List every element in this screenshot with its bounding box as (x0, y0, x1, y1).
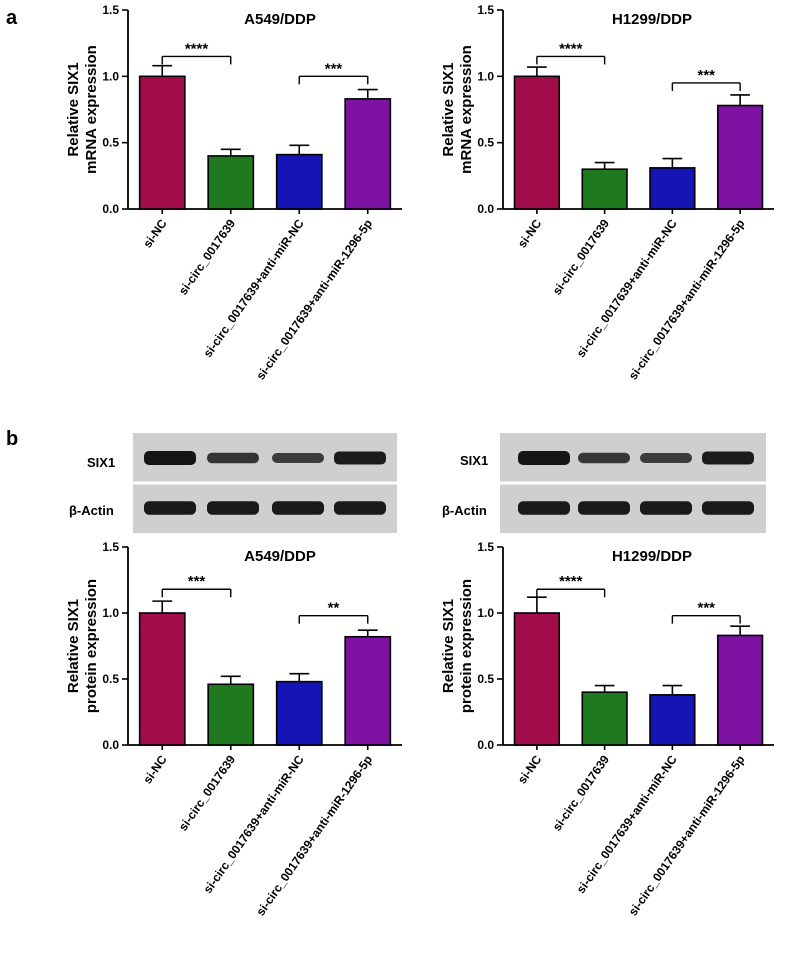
bar (275, 153, 323, 210)
y-axis-label: Relative SIX1 (440, 62, 457, 156)
x-tick-label: si-circ_0017639+anti-miR-1296-5p (626, 753, 748, 919)
bar (581, 691, 628, 746)
bar (207, 155, 255, 210)
y-tick-label: 0.0 (102, 202, 119, 216)
chart-a549-mrna: A549/DDP Relative SIX1 mRNA expression 0.0 0… (65, 3, 402, 382)
western-blot-left: SIX1 β-Actin (69, 433, 397, 533)
panel-label-b: b (6, 428, 18, 450)
blot-band (640, 453, 692, 463)
blot-band (640, 501, 692, 515)
y-tick-label: 1.5 (477, 3, 494, 17)
significance-label: **** (185, 40, 209, 57)
bar (207, 683, 255, 746)
x-tick-label: si-circ_0017639 (176, 216, 239, 297)
chart-h1299-protein: H1299/DDP Relative SIX1 protein expression… (440, 540, 774, 918)
significance-label: *** (697, 67, 715, 84)
blot-band (578, 452, 630, 464)
y-tick-label: 1.5 (102, 3, 119, 17)
y-axis-label: protein expression (458, 579, 475, 713)
blot-band (702, 501, 754, 515)
y-axis-label: protein expression (83, 579, 100, 713)
bar (716, 104, 764, 210)
x-tick-label: si-NC (515, 216, 545, 250)
y-axis-label: mRNA expression (458, 45, 475, 174)
panel-label-a: a (6, 7, 18, 29)
blot-band (207, 452, 259, 464)
y-tick-label: 0.5 (102, 136, 119, 150)
blot-label-actin: β-Actin (69, 503, 114, 518)
chart-title: A549/DDP (244, 11, 316, 28)
x-tick-label: si-NC (140, 216, 170, 250)
chart-title: H1299/DDP (612, 548, 692, 565)
bar (649, 694, 696, 746)
blot-bands (144, 451, 386, 515)
x-tick-label: si-circ_0017639+anti-miR-1296-5p (253, 753, 375, 919)
y-tick-label: 1.0 (102, 606, 119, 620)
blot-label-six1: SIX1 (460, 453, 488, 468)
y-tick-label: 0.0 (477, 738, 494, 752)
blot-band (334, 501, 386, 515)
bar (344, 635, 392, 746)
y-tick-label: 0.0 (477, 202, 494, 216)
x-tick-label: si-circ_0017639 (176, 752, 239, 833)
bar (649, 167, 696, 210)
significance-label: *** (188, 573, 206, 590)
bar (138, 612, 186, 746)
significance-label: ** (328, 600, 340, 617)
bar (138, 75, 186, 210)
significance-label: *** (325, 60, 343, 77)
blot-band (272, 453, 324, 463)
blot-band (334, 451, 386, 465)
significance-label: **** (559, 573, 583, 590)
chart-h1299-mrna: H1299/DDP Relative SIX1 mRNA expression 0.0… (440, 3, 774, 382)
significance-label: *** (697, 600, 715, 617)
y-tick-label: 1.0 (477, 606, 494, 620)
x-tick-label: si-circ_0017639+anti-miR-1296-5p (626, 217, 748, 383)
significance-label: **** (559, 40, 583, 57)
blot-band (272, 501, 324, 515)
bar (513, 612, 561, 746)
blot-band (518, 501, 570, 515)
blot-band (207, 501, 259, 515)
y-tick-label: 1.5 (102, 540, 119, 554)
blot-band (702, 451, 754, 465)
bar (344, 98, 392, 210)
bar (716, 634, 764, 746)
chart-title: A549/DDP (244, 548, 316, 565)
x-tick-label: si-NC (140, 752, 170, 786)
y-tick-label: 1.0 (477, 69, 494, 83)
y-tick-label: 0.0 (102, 738, 119, 752)
y-axis-label: mRNA expression (83, 45, 100, 174)
y-tick-label: 0.5 (477, 136, 494, 150)
y-axis-label: Relative SIX1 (65, 62, 82, 156)
bar (275, 680, 323, 746)
blot-label-actin: β-Actin (442, 503, 487, 518)
x-tick-label: si-circ_0017639 (550, 216, 613, 297)
y-tick-label: 1.5 (477, 540, 494, 554)
y-axis-label: Relative SIX1 (440, 599, 457, 693)
western-blot-right: SIX1 β-Actin (442, 433, 766, 533)
blot-band (144, 451, 196, 465)
blot-band (518, 451, 570, 465)
blot-band (578, 501, 630, 515)
blot-label-six1: SIX1 (87, 455, 115, 470)
x-tick-label: si-circ_0017639+anti-miR-1296-5p (253, 217, 375, 383)
bar (513, 75, 561, 210)
y-tick-label: 0.5 (477, 672, 494, 686)
y-tick-label: 1.0 (102, 69, 119, 83)
y-axis-label: Relative SIX1 (65, 599, 82, 693)
y-tick-label: 0.5 (102, 672, 119, 686)
bar (581, 168, 628, 210)
x-tick-label: si-circ_0017639 (550, 752, 613, 833)
blot-bands (518, 451, 754, 515)
chart-title: H1299/DDP (612, 11, 692, 28)
x-tick-label: si-NC (515, 752, 545, 786)
blot-band (144, 501, 196, 515)
